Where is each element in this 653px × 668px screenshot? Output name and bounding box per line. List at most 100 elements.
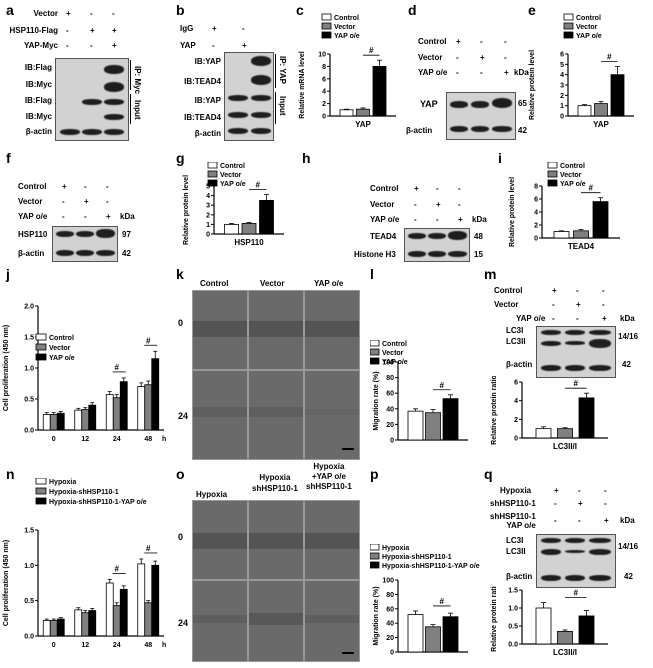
x-unit-label: h [162, 642, 166, 649]
y-tick-label: 0.5 [508, 624, 518, 631]
y-tick-label: 0.0 [24, 634, 34, 641]
bar [42, 620, 51, 637]
legend-label: Vector [560, 172, 582, 179]
x-axis-label: YAP [355, 120, 371, 129]
sign: - [458, 200, 461, 209]
bar [49, 620, 58, 637]
legend-swatch [321, 13, 332, 21]
bar [241, 223, 257, 235]
legend-label: Hypoxia-shHSP110-1-YAP o/e [382, 563, 480, 570]
kda-value: 65 [518, 99, 527, 108]
side-label-input: Input [278, 96, 287, 116]
significance-mark: # [256, 181, 261, 190]
legend-label: Control [576, 15, 601, 22]
y-tick-label: 80 [386, 375, 394, 382]
legend-label: Hypoxia [49, 479, 76, 486]
band [541, 330, 561, 335]
bar [356, 108, 370, 117]
panel-letter-b: b [176, 2, 185, 18]
row-label: TEAD4 [370, 232, 397, 241]
column-label: Control [200, 279, 229, 288]
column-label: Vector [260, 279, 285, 288]
bar [144, 384, 153, 431]
band [60, 129, 80, 135]
chart-c: 0 2 4 6 8 10 Relative mRNA level # YAP Control Vec… [299, 13, 396, 129]
row-label-time: 0 [178, 532, 184, 542]
x-unit-label: h [162, 436, 166, 443]
band [56, 250, 74, 256]
legend-swatch [370, 552, 380, 560]
band [565, 575, 585, 581]
panel-letter-q: q [484, 466, 493, 482]
significance-mark: # [146, 544, 151, 553]
bar [49, 414, 58, 431]
bar [610, 74, 625, 117]
legend-swatch [370, 348, 380, 356]
y-tick-label: 4 [560, 72, 564, 79]
row-label: Histone H3 [354, 250, 396, 259]
micrograph [192, 290, 248, 370]
y-tick-label: 5 [560, 62, 564, 69]
bracket [130, 94, 131, 124]
kda-value: 14/16 [618, 332, 639, 341]
sign: - [106, 182, 109, 191]
band [76, 231, 94, 237]
band [96, 250, 115, 256]
bar [425, 412, 441, 441]
sign: + [66, 9, 71, 18]
band [96, 229, 115, 238]
band [541, 341, 561, 346]
legend-swatch [35, 353, 47, 361]
row-label: YAP [420, 99, 438, 109]
y-tick-label: 2 [560, 93, 564, 100]
bar [144, 602, 153, 637]
y-tick-label: 100 [382, 578, 394, 585]
y-tick-label: 6 [560, 52, 564, 59]
row-label-time: 24 [178, 618, 189, 628]
band [448, 231, 467, 240]
bar [535, 607, 552, 645]
y-axis-label: Migration rate (%) [373, 586, 380, 645]
kda-label: kDa [620, 314, 635, 323]
legend-label: Vector [576, 24, 598, 31]
row-label: LC3II [506, 337, 526, 346]
panel-letter-d: d [408, 2, 417, 18]
micrograph [192, 580, 248, 662]
y-tick-label: 4 [514, 398, 518, 405]
bar [81, 612, 90, 637]
panel-k-scratch-assay: Control Vector YAP o/e 0 24 [170, 266, 370, 462]
side-label-ip: IP: YAP [278, 56, 287, 85]
y-tick-label: 6 [514, 380, 518, 387]
band [450, 101, 468, 108]
panel-letter-g: g [176, 150, 185, 166]
significance-mark: # [440, 381, 445, 390]
sign: - [480, 37, 483, 46]
y-tick-label: 1.5 [24, 528, 34, 535]
y-tick-label: 1 [206, 222, 210, 229]
panel-o-scratch-assay: Hypoxia Hypoxia shHSP110-1 Hypoxia +YAP … [170, 462, 370, 662]
sign: - [602, 286, 605, 295]
legend-label: Control [49, 335, 74, 342]
y-axis-label: Cell proliferation (450 nm) [3, 325, 10, 411]
bar [56, 618, 65, 637]
legend-label: Vector [49, 345, 71, 352]
panel-letter-l: l [370, 266, 374, 282]
x-axis-label: YAP [593, 120, 609, 129]
legend-swatch [321, 22, 332, 30]
micrograph [304, 580, 360, 662]
band [104, 65, 124, 74]
significance-mark: # [607, 52, 612, 61]
y-tick-label: 0 [534, 236, 538, 243]
condition-label: IgG [180, 24, 194, 33]
row-label: β-actin [18, 249, 45, 258]
sign: - [504, 37, 507, 46]
kda-value: 48 [474, 232, 483, 241]
chart-n: 0.0 0.5 1.0 1.5 Cell proliferation (450 nm) 0… [3, 478, 166, 649]
band [565, 341, 585, 345]
band [251, 75, 271, 85]
band [450, 126, 468, 132]
panel-letter-h: h [302, 150, 311, 166]
y-tick-label: 1.5 [24, 335, 34, 342]
kda-value: 42 [622, 360, 631, 369]
